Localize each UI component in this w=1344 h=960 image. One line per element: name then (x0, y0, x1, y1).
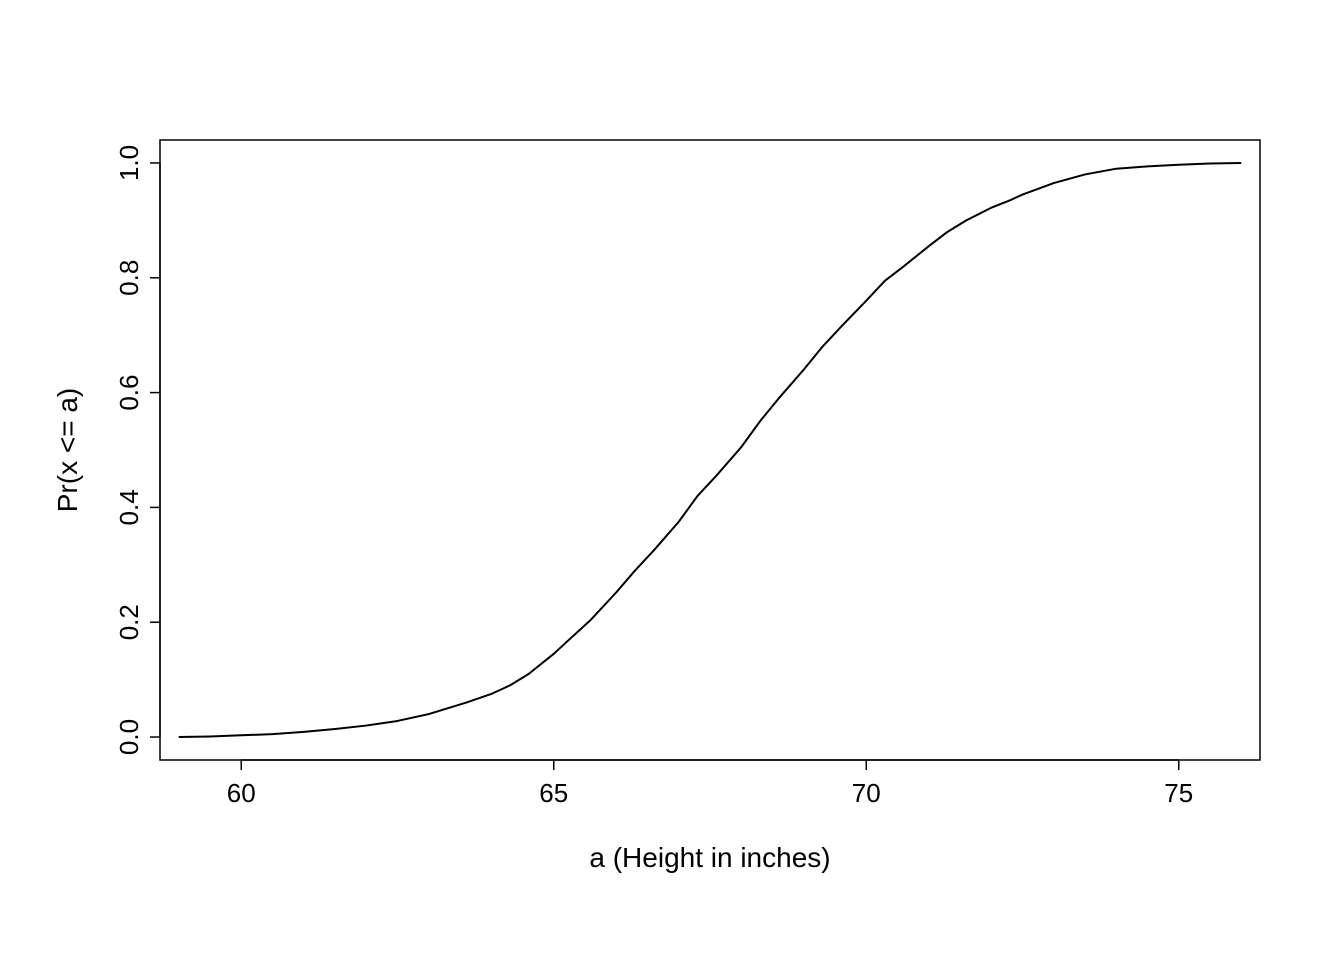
y-tick-label: 0.4 (114, 489, 144, 525)
x-tick-label: 70 (852, 778, 881, 808)
x-tick-label: 65 (539, 778, 568, 808)
chart-svg: 60 65 70 75 0.0 0.2 0.4 0.6 0.8 1.0 a (Height in i… (0, 0, 1344, 960)
y-tick-label: 0.0 (114, 719, 144, 755)
y-axis-label: Pr(x <= a) (52, 388, 83, 512)
x-axis-label: a (Height in inches) (589, 842, 830, 873)
x-tick-label: 75 (1164, 778, 1193, 808)
x-tick-label: 60 (227, 778, 256, 808)
cdf-chart: 60 65 70 75 0.0 0.2 0.4 0.6 0.8 1.0 a (Height in i… (0, 0, 1344, 960)
y-tick-label: 0.2 (114, 604, 144, 640)
y-tick-label: 1.0 (114, 145, 144, 181)
y-tick-label: 0.6 (114, 375, 144, 411)
y-tick-label: 0.8 (114, 260, 144, 296)
